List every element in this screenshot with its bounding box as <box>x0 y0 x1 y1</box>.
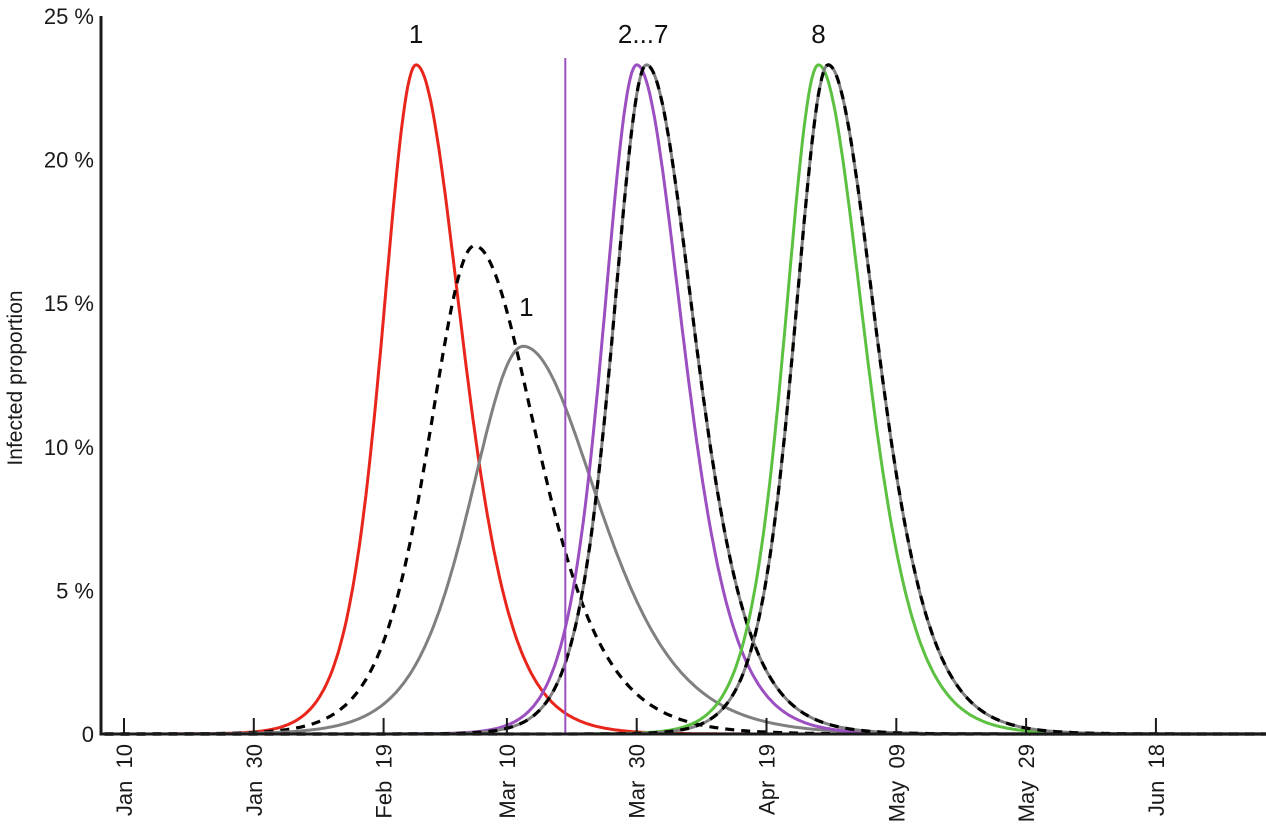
x-tick-label: May 29 <box>1014 744 1039 822</box>
series-line <box>104 244 1266 736</box>
x-tick-label: Apr 19 <box>755 744 780 815</box>
x-tick-label: Jan 30 <box>242 744 267 816</box>
peak-annotation: 8 <box>811 19 825 49</box>
series-curves <box>104 63 1266 736</box>
x-axis-ticks: Jan 10 Jan 30 Feb 19 Mar 10 Mar 30 Apr 19 May … <box>112 718 1169 822</box>
peak-annotations: 1 1 2...7 8 <box>409 19 826 322</box>
y-axis-tick-labels: 0 5 % 10 % 15 % 20 % 25 % <box>44 4 94 747</box>
series-line <box>104 63 1266 736</box>
y-tick-label: 10 % <box>44 435 94 460</box>
y-tick-label: 0 <box>82 722 94 747</box>
series-line <box>104 63 1266 736</box>
y-tick-label: 5 % <box>56 578 94 603</box>
x-tick-label: Jun 18 <box>1144 744 1169 816</box>
peak-annotation: 1 <box>519 292 533 322</box>
x-tick-label: Mar 30 <box>625 744 650 819</box>
x-tick-label: Mar 10 <box>495 744 520 819</box>
series-line <box>104 344 1266 736</box>
series-line <box>104 63 1266 736</box>
y-axis-title: Infected proportion <box>4 290 27 465</box>
peak-annotation: 1 <box>409 19 423 49</box>
series-line <box>104 63 1266 736</box>
y-tick-label: 15 % <box>44 291 94 316</box>
x-tick-label: Jan 10 <box>112 744 137 816</box>
axes <box>99 16 1266 736</box>
y-tick-label: 25 % <box>44 4 94 29</box>
series-line <box>104 63 1266 736</box>
series-line <box>104 63 1266 736</box>
x-tick-label: May 09 <box>884 744 909 822</box>
peak-annotation: 2...7 <box>618 19 669 49</box>
x-tick-label: Feb 19 <box>372 744 397 819</box>
y-tick-label: 20 % <box>44 148 94 173</box>
series-line <box>104 63 1266 736</box>
